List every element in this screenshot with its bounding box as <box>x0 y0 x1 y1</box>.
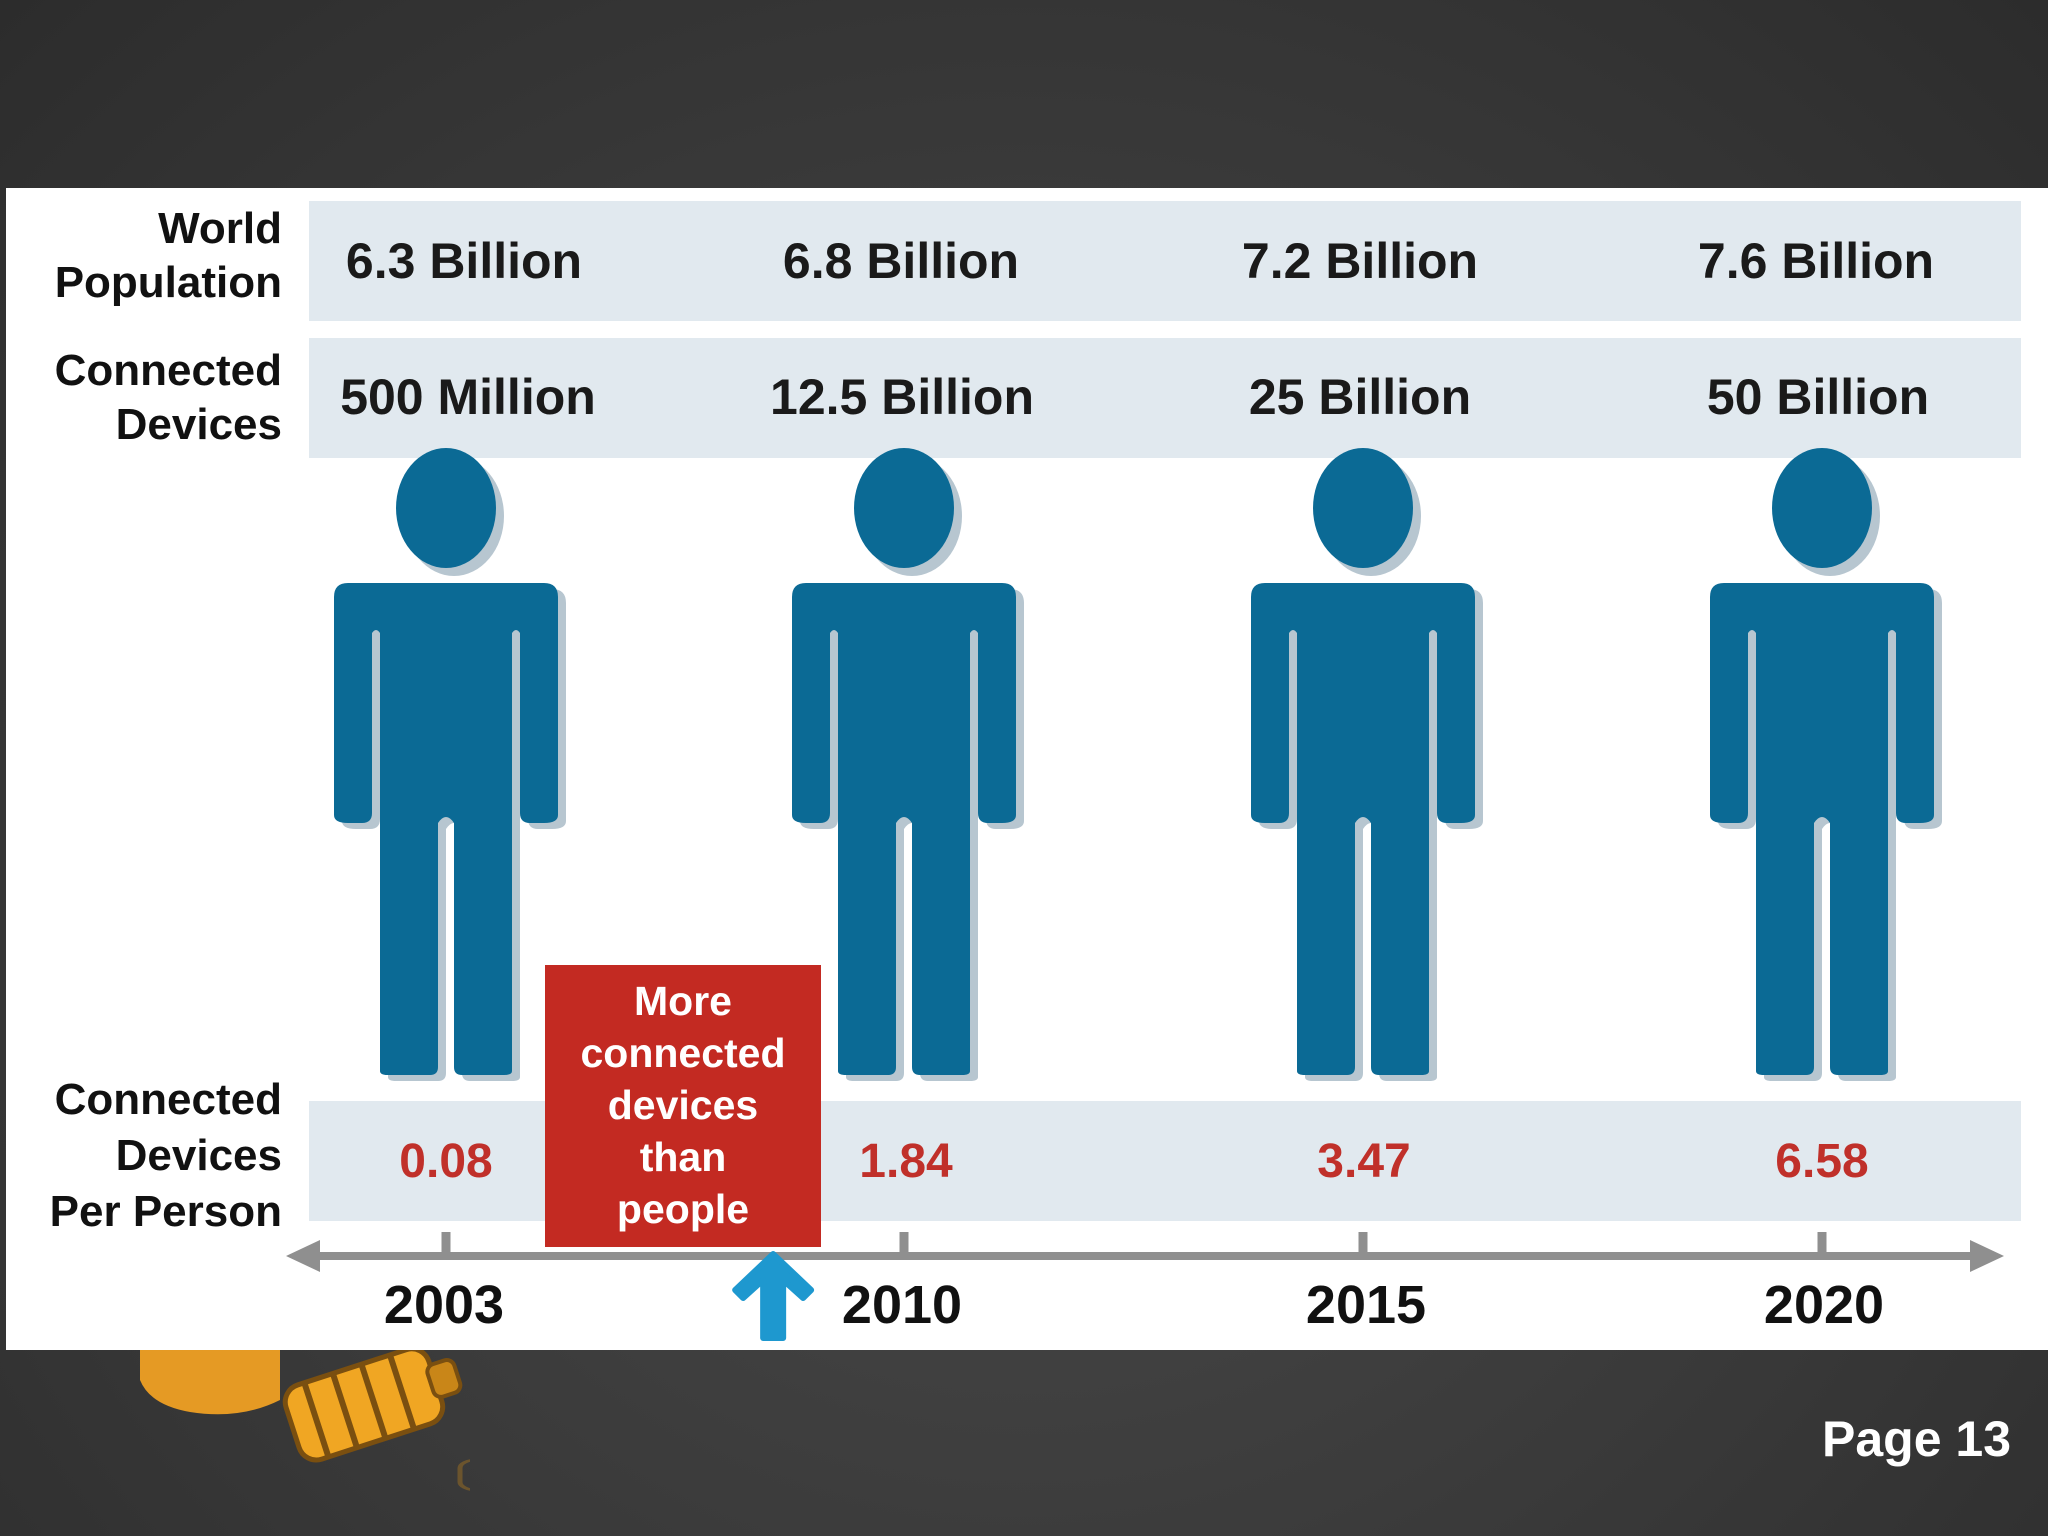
connected-devices-value: 500 Million <box>340 369 596 425</box>
year-label: 2020 <box>1763 1275 1885 1335</box>
row-label-line: World <box>158 204 282 253</box>
callout-line: people <box>616 1186 750 1232</box>
row-label-line: Devices <box>115 1131 282 1180</box>
year-label: 2010 <box>841 1275 963 1335</box>
row-label-line: Connected <box>54 346 282 395</box>
devices-per-person-value: 0.08 <box>399 1135 493 1188</box>
connected-devices-value: 25 Billion <box>1248 369 1472 425</box>
person-icon <box>334 448 566 1081</box>
row-label-line: Per Person <box>49 1187 282 1236</box>
person-icon <box>792 448 1024 1081</box>
timeline-left-arrowhead <box>286 1240 320 1272</box>
person-icon <box>1710 448 1942 1081</box>
world-population-value: 7.6 Billion <box>1697 233 1935 289</box>
callout-line: connected <box>580 1030 786 1076</box>
connected-devices-value: 50 Billion <box>1706 369 1930 425</box>
page-number: Page 13 <box>1822 1411 2012 1467</box>
world-population-value: 6.8 Billion <box>782 233 1020 289</box>
year-label: 2003 <box>383 1275 505 1335</box>
devices-per-person-value: 1.84 <box>859 1135 953 1188</box>
callout-line: than <box>639 1134 727 1180</box>
devices-per-person-value: 6.58 <box>1775 1135 1869 1188</box>
world-population-band <box>309 201 2021 321</box>
year-label: 2015 <box>1305 1275 1427 1335</box>
row-label-line: Connected <box>54 1075 282 1124</box>
row-label-line: Devices <box>115 400 282 449</box>
up-arrow-icon <box>732 1251 815 1341</box>
person-icon <box>1251 448 1483 1081</box>
connected-devices-value: 12.5 Billion <box>770 369 1034 425</box>
connected-devices-band <box>309 338 2021 458</box>
world-population-value: 7.2 Billion <box>1241 233 1479 289</box>
lightbulb-icon <box>140 1350 470 1491</box>
world-population-value: 6.3 Billion <box>345 233 583 289</box>
callout-more-devices-than-people: More connected devices than people <box>545 965 821 1247</box>
row-label-devices-per-person: Connected Devices Per Person <box>6 1072 282 1240</box>
callout-line: More <box>634 978 732 1024</box>
row-label-world-population: World Population <box>6 202 282 310</box>
callout-line: devices <box>607 1082 759 1128</box>
row-label-connected-devices: Connected Devices <box>6 344 282 452</box>
devices-per-person-value: 3.47 <box>1317 1135 1411 1188</box>
timeline-right-arrowhead <box>1970 1240 2004 1272</box>
row-label-line: Population <box>54 258 282 307</box>
